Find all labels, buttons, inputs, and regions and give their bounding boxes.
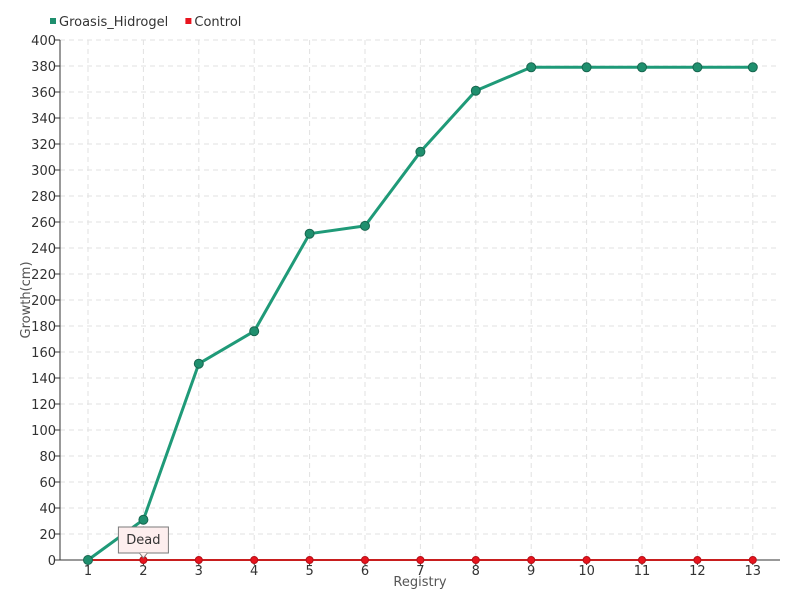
data-point[interactable] xyxy=(581,62,592,73)
y-tick-label: 280 xyxy=(31,190,56,205)
legend-swatch xyxy=(50,18,56,24)
data-point[interactable] xyxy=(250,556,259,564)
x-tick-label: 10 xyxy=(578,564,595,579)
y-tick-label: 380 xyxy=(31,60,56,75)
y-tick-label: 220 xyxy=(31,268,56,283)
y-tick-label: 180 xyxy=(31,320,56,335)
x-tick-label: 11 xyxy=(634,564,651,579)
y-tick-label: 20 xyxy=(39,528,56,543)
data-point[interactable] xyxy=(361,556,369,564)
tooltip: Dead xyxy=(117,526,169,559)
data-point[interactable] xyxy=(304,228,315,239)
x-tick-label: 7 xyxy=(416,564,424,579)
data-point[interactable] xyxy=(638,556,646,564)
series-control xyxy=(84,556,757,564)
y-tick-label: 340 xyxy=(31,112,56,127)
data-point[interactable] xyxy=(637,62,647,73)
data-point[interactable] xyxy=(193,358,204,369)
data-point[interactable] xyxy=(415,146,426,157)
data-point[interactable] xyxy=(360,220,370,231)
tooltip-pointer xyxy=(139,552,148,559)
data-point[interactable] xyxy=(471,556,480,564)
data-point[interactable] xyxy=(526,62,537,73)
y-tick-label: 140 xyxy=(31,372,56,387)
data-point[interactable] xyxy=(692,62,703,73)
tooltip-box xyxy=(117,526,169,554)
data-point[interactable] xyxy=(470,85,481,96)
data-point[interactable] xyxy=(582,556,591,564)
y-tick-label: 240 xyxy=(31,242,56,257)
y-tick-label: 300 xyxy=(31,164,56,179)
data-point[interactable] xyxy=(527,556,536,564)
y-tick-label: 120 xyxy=(31,398,56,413)
tooltip-label: Dead xyxy=(126,533,160,548)
y-tick-label: 40 xyxy=(39,502,56,517)
x-tick-label: 5 xyxy=(305,564,313,579)
data-point[interactable] xyxy=(748,556,757,564)
x-tick-label: 6 xyxy=(361,564,369,579)
x-tick-label: 3 xyxy=(195,564,203,579)
series-groasis-hidrogel xyxy=(83,62,758,565)
y-tick-label: 80 xyxy=(39,450,56,465)
x-axis-title: Registry xyxy=(393,575,447,590)
y-tick-label: 60 xyxy=(39,476,56,491)
series-layer xyxy=(83,62,758,565)
data-point[interactable] xyxy=(249,326,260,337)
y-tick-labels: 0 20 40 60 80 100 120 140 160 180 200 220 240 260 280 3… xyxy=(31,34,56,569)
data-point[interactable] xyxy=(416,556,425,564)
x-tick-label: 1 xyxy=(84,564,92,579)
y-tick-label: 320 xyxy=(31,138,56,153)
x-tick-label: 4 xyxy=(250,564,258,579)
y-tick-label: 0 xyxy=(48,554,56,569)
x-tick-labels: 1 2 3 4 5 6 7 8 9 10 11 12 13 xyxy=(84,564,761,579)
grid xyxy=(60,39,780,560)
data-point[interactable] xyxy=(83,555,93,565)
legend: Groasis_Hidrogel Control xyxy=(50,15,241,30)
data-point[interactable] xyxy=(138,514,149,525)
x-tick-label: 12 xyxy=(689,564,706,579)
y-tick-label: 400 xyxy=(31,34,56,49)
axes xyxy=(55,39,780,565)
data-point[interactable] xyxy=(194,556,203,564)
y-tick-label: 160 xyxy=(31,346,56,361)
y-tick-label: 200 xyxy=(31,294,56,309)
x-tick-label: 8 xyxy=(472,564,480,579)
y-tick-label: 100 xyxy=(31,424,56,439)
x-tick-label: 13 xyxy=(745,564,762,579)
x-tick-label: 2 xyxy=(139,564,147,579)
legend-label[interactable]: Control xyxy=(194,15,241,30)
data-point[interactable] xyxy=(693,556,702,564)
x-tick-label: 9 xyxy=(527,564,535,579)
y-tick-label: 260 xyxy=(31,216,56,231)
y-axis-title: Growth(cm) xyxy=(19,261,34,338)
y-tick-label: 360 xyxy=(31,86,56,101)
data-point[interactable] xyxy=(747,62,758,73)
legend-swatch xyxy=(185,18,192,24)
data-point[interactable] xyxy=(305,556,314,564)
legend-label[interactable]: Groasis_Hidrogel xyxy=(59,15,168,30)
